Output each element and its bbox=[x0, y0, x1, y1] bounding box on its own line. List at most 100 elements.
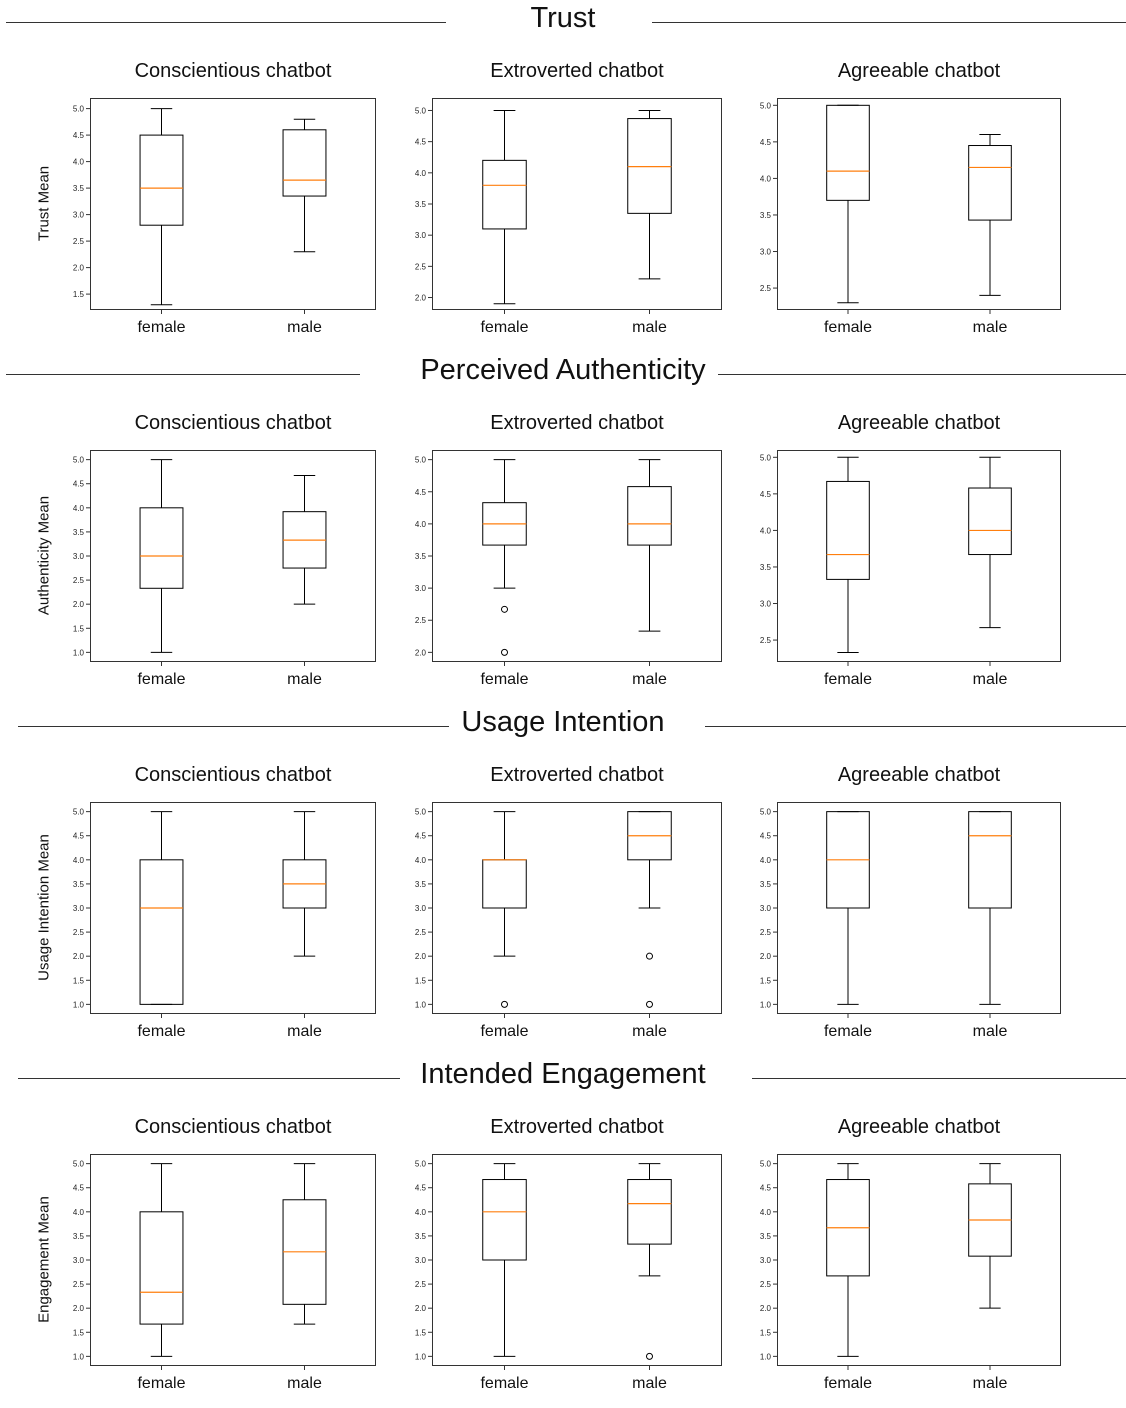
outlier-point bbox=[646, 1352, 653, 1360]
chart-title-extroverted: Extroverted chatbot bbox=[490, 60, 664, 82]
y-tick-label: 3.0 bbox=[760, 904, 772, 913]
y-tick-label: 2.0 bbox=[73, 952, 85, 961]
plot-frame bbox=[90, 450, 376, 662]
y-tick-label: 5.0 bbox=[415, 106, 427, 115]
y-tick-label: 2.0 bbox=[415, 952, 427, 961]
section-rule-right bbox=[652, 22, 1126, 23]
box-male bbox=[968, 456, 1012, 629]
y-tick-label: 3.0 bbox=[73, 1256, 85, 1265]
section-title-text: Usage Intention bbox=[449, 706, 677, 738]
box-female bbox=[482, 1163, 527, 1357]
iqr-box bbox=[482, 1179, 527, 1261]
section-title: Intended Engagement bbox=[0, 1058, 1126, 1091]
iqr-box bbox=[482, 859, 527, 909]
y-tick-label: 2.5 bbox=[415, 262, 427, 271]
chart-title-agreeable: Agreeable chatbot bbox=[837, 1116, 1001, 1138]
y-tick-label: 2.0 bbox=[415, 294, 427, 303]
iqr-box bbox=[282, 859, 327, 909]
y-tick-label: 1.5 bbox=[73, 290, 85, 299]
iqr-box bbox=[139, 1211, 184, 1325]
plot-frame bbox=[90, 98, 376, 310]
y-tick-label: 3.5 bbox=[760, 880, 772, 889]
x-tick-label-male: male bbox=[287, 1023, 322, 1040]
chart-title-extroverted: Extroverted chatbot bbox=[490, 764, 664, 786]
box-male bbox=[627, 811, 672, 1008]
x-tick-label-female: female bbox=[824, 671, 872, 688]
y-tick-label: 2.0 bbox=[760, 952, 772, 961]
outlier-point bbox=[501, 1000, 508, 1008]
iqr-box bbox=[826, 104, 870, 201]
y-tick-label: 3.5 bbox=[73, 528, 85, 537]
plot-frame bbox=[777, 450, 1061, 662]
box-male bbox=[282, 475, 327, 605]
x-tick-label-male: male bbox=[632, 671, 667, 688]
y-tick-label: 4.0 bbox=[415, 520, 427, 529]
y-tick-label: 2.5 bbox=[760, 284, 772, 293]
section-title: Trust bbox=[0, 2, 1126, 35]
iqr-box bbox=[627, 118, 672, 214]
outlier-point bbox=[501, 605, 508, 613]
y-tick-label: 4.5 bbox=[760, 832, 772, 841]
y-tick-label: 3.5 bbox=[760, 1232, 772, 1241]
x-tick-label-male: male bbox=[973, 671, 1008, 688]
iqr-box bbox=[139, 859, 184, 1005]
y-tick-label: 2.5 bbox=[415, 1280, 427, 1289]
x-tick-label-male: male bbox=[632, 1375, 667, 1392]
y-tick-label: 2.5 bbox=[415, 928, 427, 937]
y-tick-label: 4.5 bbox=[760, 138, 772, 147]
y-tick-label: 1.0 bbox=[415, 1352, 427, 1361]
y-tick-label: 4.0 bbox=[760, 174, 772, 183]
y-tick-label: 1.5 bbox=[73, 976, 85, 985]
chart-title-agreeable: Agreeable chatbot bbox=[837, 60, 1001, 82]
box-female bbox=[482, 811, 527, 1008]
iqr-box bbox=[282, 129, 327, 197]
section-rule-left bbox=[18, 1078, 400, 1079]
y-tick-label: 4.5 bbox=[415, 138, 427, 147]
section-title-text: Trust bbox=[518, 2, 608, 34]
y-tick-label: 3.0 bbox=[760, 248, 772, 257]
y-tick-label: 1.5 bbox=[415, 1328, 427, 1337]
box-plot-usage-intention-conscientious: 1.0 1.5 2.0 2.5 3.0 3.5 4.0 4.5 5.0 female male bbox=[73, 802, 376, 1040]
iqr-box bbox=[282, 511, 327, 569]
y-tick-label: 1.0 bbox=[760, 1000, 772, 1009]
box-plot-trust-extroverted: 2.0 2.5 3.0 3.5 4.0 4.5 5.0 female male bbox=[415, 98, 722, 336]
x-tick-label-male: male bbox=[973, 1023, 1008, 1040]
box-male bbox=[627, 459, 672, 632]
y-tick-label: 3.5 bbox=[760, 563, 772, 572]
box-female bbox=[482, 109, 527, 305]
y-tick-label: 5.0 bbox=[415, 1160, 427, 1169]
y-tick-label: 5.0 bbox=[760, 808, 772, 817]
box-female bbox=[826, 456, 870, 653]
chart-title-extroverted: Extroverted chatbot bbox=[490, 1116, 664, 1138]
box-plot-trust-agreeable: 2.5 3.0 3.5 4.0 4.5 5.0 female male bbox=[760, 98, 1061, 336]
y-tick-label: 5.0 bbox=[760, 101, 772, 110]
x-tick-label-female: female bbox=[480, 671, 528, 688]
y-tick-label: 3.0 bbox=[415, 584, 427, 593]
section-rule-left bbox=[18, 726, 452, 727]
x-tick-label-male: male bbox=[632, 1023, 667, 1040]
section-rule-left bbox=[6, 374, 360, 375]
section-title-text: Intended Engagement bbox=[408, 1058, 718, 1090]
y-axis-label: Usage Intention Mean bbox=[35, 834, 53, 981]
section-engagement: Intended Engagement Engagement Mean Consci… bbox=[0, 1056, 1126, 1408]
y-tick-label: 4.5 bbox=[73, 131, 85, 140]
box-plot-authenticity-conscientious: 1.0 1.5 2.0 2.5 3.0 3.5 4.0 4.5 5.0 female male bbox=[73, 450, 376, 688]
y-tick-label: 4.0 bbox=[73, 504, 85, 513]
chart-title-conscientious: Conscientious chatbot bbox=[134, 1116, 332, 1138]
y-tick-label: 1.5 bbox=[760, 976, 772, 985]
box-female bbox=[139, 811, 184, 1005]
y-tick-label: 1.0 bbox=[73, 1352, 85, 1361]
outlier-point bbox=[501, 648, 508, 656]
plot-frame bbox=[432, 98, 722, 310]
y-tick-label: 3.5 bbox=[415, 880, 427, 889]
section-rule-right bbox=[705, 374, 1126, 375]
x-tick-label-female: female bbox=[480, 319, 528, 336]
y-tick-label: 4.5 bbox=[760, 1184, 772, 1193]
y-axis-label: Authenticity Mean bbox=[35, 495, 53, 616]
y-tick-label: 4.0 bbox=[73, 856, 85, 865]
y-tick-label: 2.0 bbox=[73, 264, 85, 273]
y-tick-label: 4.5 bbox=[415, 1184, 427, 1193]
chart-title-conscientious: Conscientious chatbot bbox=[134, 764, 332, 786]
x-tick-label-female: female bbox=[824, 1023, 872, 1040]
